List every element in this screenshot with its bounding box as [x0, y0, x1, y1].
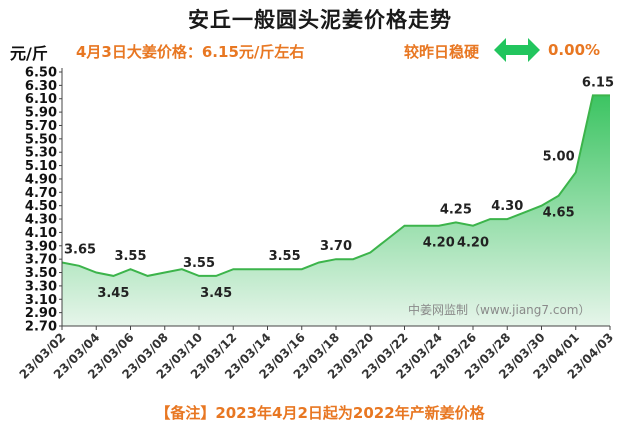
- y-tick-label: 5.30: [25, 146, 57, 161]
- data-label: 3.45: [97, 286, 129, 301]
- data-label: 3.65: [64, 243, 96, 258]
- watermark: 中姜网监制（www.jiang7.com）: [408, 302, 590, 317]
- y-tick-label: 5.70: [25, 119, 57, 134]
- y-tick-label: 3.50: [25, 266, 57, 281]
- data-label: 3.55: [183, 256, 215, 271]
- y-tick-label: 3.90: [25, 239, 57, 254]
- y-tick-label: 4.30: [25, 213, 57, 228]
- y-tick-label: 5.50: [25, 132, 57, 147]
- footnote: 【备注】2023年4月2日起为2022年产新姜价格: [155, 404, 485, 422]
- label-layer: 3.65 3.45 3.55 3.55 3.45 3.55 3.70 4.20 4.25 4.20…: [64, 75, 614, 300]
- y-tick-label: 3.70: [25, 253, 57, 268]
- area-fill: [62, 95, 610, 327]
- y-tick-label: 6.10: [25, 92, 57, 107]
- y-tick-label: 4.90: [25, 172, 57, 187]
- data-label: 3.55: [114, 249, 146, 264]
- price-note: 4月3日大姜价格：6.15元/斤左右: [76, 43, 305, 61]
- y-tick-label: 5.90: [25, 106, 57, 121]
- compare-value: 0.00%: [548, 41, 601, 59]
- series-line: [61, 94, 610, 277]
- data-label: 4.65: [543, 206, 575, 221]
- y-tick-label: 4.10: [25, 226, 57, 241]
- y-tick-label: 6.50: [25, 66, 57, 81]
- y-tick-label: 3.10: [25, 293, 57, 308]
- y-axis-unit: 元/斤: [10, 44, 48, 63]
- compare-label: 较昨日稳硬: [404, 43, 480, 61]
- data-label: 5.00: [543, 150, 575, 165]
- data-label: 3.45: [200, 286, 232, 301]
- data-label: 3.70: [320, 239, 352, 254]
- data-label: 3.55: [269, 249, 301, 264]
- area-layer: [61, 94, 610, 327]
- y-tick-label: 3.30: [25, 279, 57, 294]
- data-label: 4.20: [457, 236, 489, 251]
- y-tick-label: 2.90: [25, 306, 57, 321]
- data-label: 6.15: [582, 75, 614, 90]
- y-tick-label: 5.10: [25, 159, 57, 174]
- data-label: 4.25: [440, 202, 472, 217]
- page-title: 安丘一般圆头泥姜价格走势: [188, 8, 452, 32]
- y-tick-label: 2.70: [25, 320, 57, 335]
- data-label: 4.20: [423, 236, 455, 251]
- y-tick-label: 4.50: [25, 199, 57, 214]
- y-tick-label: 6.30: [25, 79, 57, 94]
- y-tick-label: 4.70: [25, 186, 57, 201]
- double-arrow-icon: [494, 38, 540, 62]
- data-label: 4.30: [491, 199, 523, 214]
